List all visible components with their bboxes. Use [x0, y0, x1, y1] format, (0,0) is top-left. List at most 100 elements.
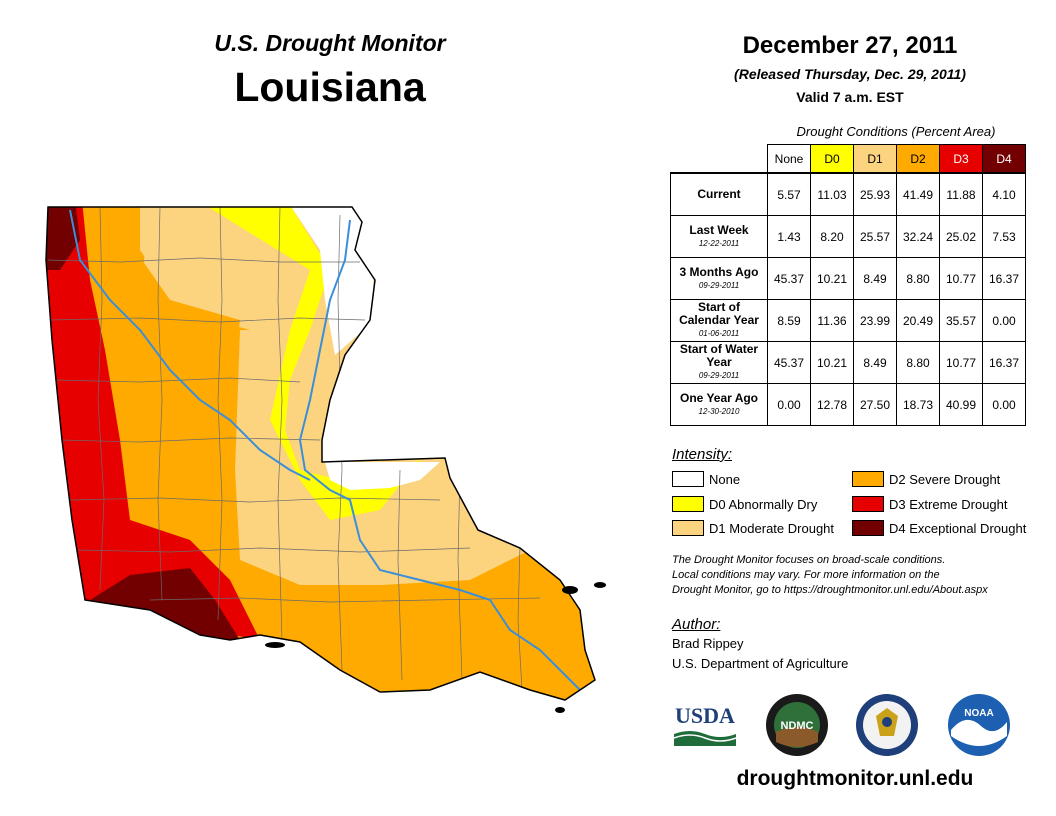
row-date: 12-22-2011 — [698, 238, 740, 248]
table-cell: 8.80 — [896, 341, 940, 384]
table-cell: 10.21 — [810, 257, 854, 300]
row-date: 09-29-2011 — [698, 280, 740, 290]
ndmc-logo: NDMC — [766, 694, 828, 756]
row-label-text: 3 Months Ago — [679, 264, 759, 279]
info-note: The Drought Monitor focuses on broad-sca… — [672, 553, 1052, 598]
louisiana-drought-map — [45, 206, 606, 713]
legend-label: D3 Extreme Drought — [889, 496, 1008, 512]
row-label: Last Week 12-22-2011 — [670, 215, 768, 258]
d2-region-north — [60, 207, 240, 470]
state-outline — [45, 206, 596, 701]
table-cell: 0.00 — [982, 299, 1026, 342]
usda-logo: USDA — [673, 703, 737, 746]
table-cell: 25.93 — [853, 172, 897, 216]
note-line: Local conditions may vary. For more info… — [672, 569, 940, 581]
author-name: Brad Rippey — [672, 636, 744, 651]
legend-title: Intensity: — [672, 446, 733, 463]
legend-swatch — [852, 496, 884, 512]
valid-time: Valid 7 a.m. EST — [796, 89, 904, 105]
d1-region-northwest — [140, 207, 240, 320]
table-cell: 8.80 — [896, 257, 940, 300]
row-label: One Year Ago 12-30-2010 — [670, 383, 768, 426]
table-cell: 8.49 — [853, 341, 897, 384]
table-row: Current 5.57 11.03 25.93 41.49 11.88 4.1… — [670, 172, 1026, 216]
legend-swatch — [852, 471, 884, 487]
red-river — [69, 209, 311, 481]
legend-swatch — [852, 520, 884, 536]
table-cell: 0.00 — [767, 383, 811, 426]
table-cell: 11.03 — [810, 172, 854, 216]
table-cell: 10.21 — [810, 341, 854, 384]
table-cell: 40.99 — [939, 383, 983, 426]
row-label-text: One Year Ago — [679, 390, 759, 405]
col-header-d3: D3 — [939, 144, 983, 174]
usda-logo-text: USDA — [675, 703, 735, 728]
table-cell: 11.88 — [939, 172, 983, 216]
table-cell: 45.37 — [767, 257, 811, 300]
table-cell: 35.57 — [939, 299, 983, 342]
legend-label: D4 Exceptional Drought — [889, 520, 1027, 536]
table-row: Start of Calendar Year 01-06-2011 8.59 11… — [670, 299, 1026, 342]
col-header-d1: D1 — [853, 144, 897, 174]
noaa-logo-text: NOAA — [964, 708, 993, 719]
none-region-east — [325, 462, 440, 490]
table-cell: 0.00 — [982, 383, 1026, 426]
release-date: (Released Thursday, Dec. 29, 2011) — [734, 66, 966, 82]
table-cell: 10.77 — [939, 341, 983, 384]
legend-item-d4: D4 Exceptional Drought — [852, 520, 1026, 536]
legend-swatch — [672, 520, 704, 536]
legend-item-d0: D0 Abnormally Dry — [672, 496, 817, 512]
table-row: One Year Ago 12-30-2010 0.00 12.78 27.50 … — [670, 383, 1026, 426]
col-header-none: None — [767, 144, 811, 174]
table-cell: 25.02 — [939, 215, 983, 258]
table-row: Start of Water Year 09-29-2011 45.37 10.2… — [670, 341, 1026, 384]
d0-region — [205, 207, 420, 520]
row-label: Current — [670, 172, 768, 216]
table-cell: 18.73 — [896, 383, 940, 426]
note-line[interactable]: Drought Monitor, go to https://droughtmo… — [672, 584, 988, 596]
map-date: December 27, 2011 — [742, 32, 958, 59]
author-title: Author: — [672, 616, 721, 633]
col-header-d4: D4 — [982, 144, 1026, 174]
table-cell: 16.37 — [982, 341, 1026, 384]
table-cell: 23.99 — [853, 299, 897, 342]
note-line: The Drought Monitor focuses on broad-sca… — [672, 554, 946, 566]
col-header-d0: D0 — [810, 144, 854, 174]
table-header-row: None D0 D1 D2 D3 D4 — [671, 144, 1026, 174]
noaa-logo: NOAA — [948, 694, 1010, 756]
legend-item-d2: D2 Severe Drought — [852, 471, 1000, 487]
table-cell: 8.49 — [853, 257, 897, 300]
table-cell: 11.36 — [810, 299, 854, 342]
legend-item-d3: D3 Extreme Drought — [852, 496, 1008, 512]
row-label: Start of Water Year 09-29-2011 — [670, 341, 768, 384]
row-date: 09-29-2011 — [698, 371, 740, 380]
d3-region — [46, 207, 260, 640]
table-cell: 16.37 — [982, 257, 1026, 300]
mississippi-river — [298, 219, 581, 691]
table-cell: 27.50 — [853, 383, 897, 426]
legend-item-d1: D1 Moderate Drought — [672, 520, 834, 536]
table-row: 3 Months Ago 09-29-2011 45.37 10.21 8.49 … — [670, 257, 1026, 300]
row-label: 3 Months Ago 09-29-2011 — [670, 257, 768, 300]
table-cell: 20.49 — [896, 299, 940, 342]
table-cell: 1.43 — [767, 215, 811, 258]
row-date: 12-30-2010 — [698, 406, 740, 416]
footer-url[interactable]: droughtmonitor.unl.edu — [736, 767, 974, 790]
row-label: Start of Calendar Year 01-06-2011 — [670, 299, 768, 342]
parish-boundaries — [47, 207, 541, 691]
table-cell: 45.37 — [767, 341, 811, 384]
table-cell: 8.20 — [810, 215, 854, 258]
brand-title: U.S. Drought Monitor — [214, 30, 446, 56]
row-label-text: Current — [697, 187, 741, 201]
row-label-text: Start of Water Year — [679, 342, 759, 369]
doc-seal-logo — [856, 694, 918, 756]
legend-swatch — [672, 496, 704, 512]
table-cell: 32.24 — [896, 215, 940, 258]
legend-label: D0 Abnormally Dry — [709, 496, 818, 512]
author-org: U.S. Department of Agriculture — [672, 656, 849, 671]
legend-label: None — [709, 471, 741, 487]
row-label-text: Start of Calendar Year — [679, 300, 759, 327]
col-header-d2: D2 — [896, 144, 940, 174]
table-cell: 8.59 — [767, 299, 811, 342]
table-cell: 7.53 — [982, 215, 1026, 258]
